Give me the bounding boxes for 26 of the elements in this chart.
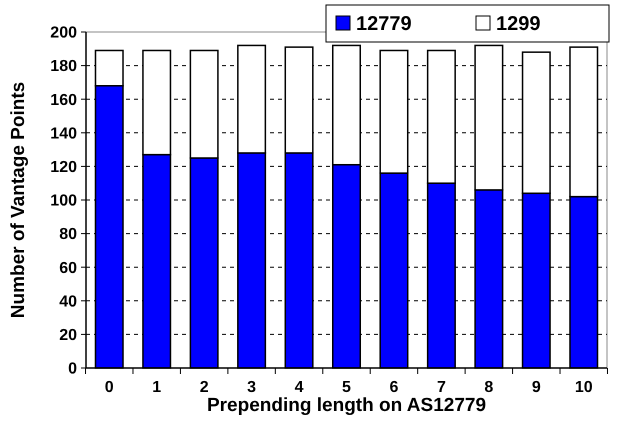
y-tick-label: 80 xyxy=(59,226,78,244)
y-tick-label: 180 xyxy=(50,58,78,76)
y-tick-label: 20 xyxy=(59,327,78,344)
y-tick-label: 0 xyxy=(68,360,78,378)
x-tick-label: 7 xyxy=(436,379,446,396)
x-tick-label: 10 xyxy=(574,379,593,396)
x-tick-label: 4 xyxy=(294,379,304,396)
y-tick-label: 120 xyxy=(50,159,78,176)
y-tick-label: 60 xyxy=(59,260,78,277)
x-tick-label: 5 xyxy=(342,379,352,396)
x-tick-label: 0 xyxy=(104,379,114,396)
x-tick-label: 3 xyxy=(247,379,256,396)
y-tick-label: 160 xyxy=(50,92,78,109)
y-tick-label: 200 xyxy=(50,24,78,42)
x-tick-label: 9 xyxy=(532,379,541,396)
x-tick-label: 1 xyxy=(152,379,162,396)
y-tick-label: 140 xyxy=(50,125,78,142)
x-tick-label: 8 xyxy=(484,379,494,396)
legend-label: 1299 xyxy=(496,13,540,35)
y-axis-title: Number of Vantage Points xyxy=(8,82,29,318)
y-tick-label: 100 xyxy=(50,192,78,210)
y-tick-label: 40 xyxy=(59,293,78,310)
legend-label: 12779 xyxy=(356,13,412,35)
x-tick-label: 6 xyxy=(389,379,398,396)
x-axis-title: Prepending length on AS12779 xyxy=(206,395,486,416)
x-tick-label: 2 xyxy=(200,379,209,396)
